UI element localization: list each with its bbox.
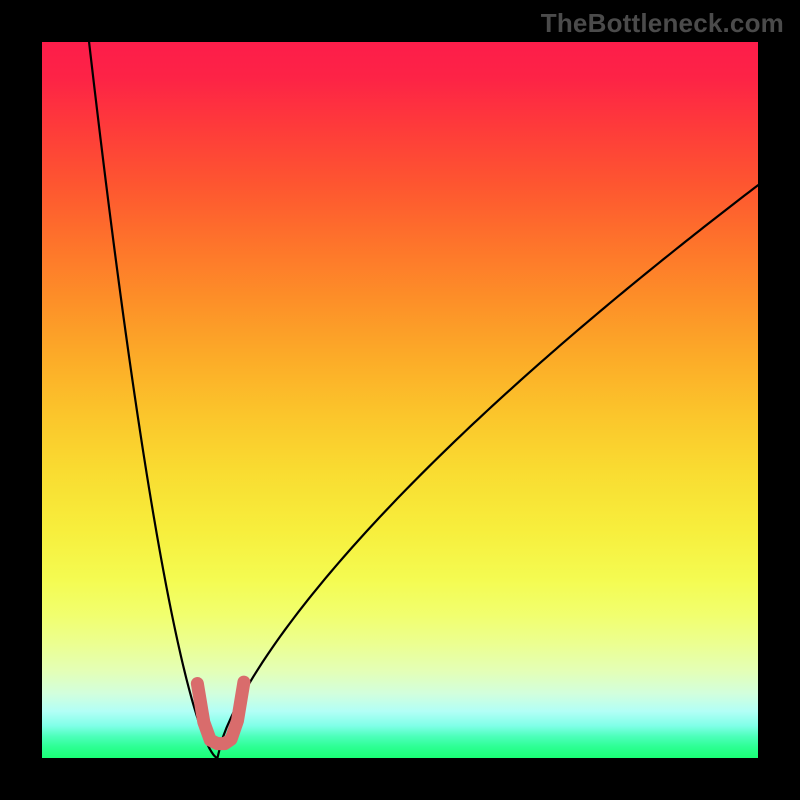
minimum-u-marker bbox=[197, 682, 244, 744]
chart-container: TheBottleneck.com bbox=[0, 0, 800, 800]
chart-svg bbox=[0, 0, 800, 800]
watermark-text: TheBottleneck.com bbox=[541, 8, 784, 39]
bottleneck-curve bbox=[85, 6, 758, 758]
